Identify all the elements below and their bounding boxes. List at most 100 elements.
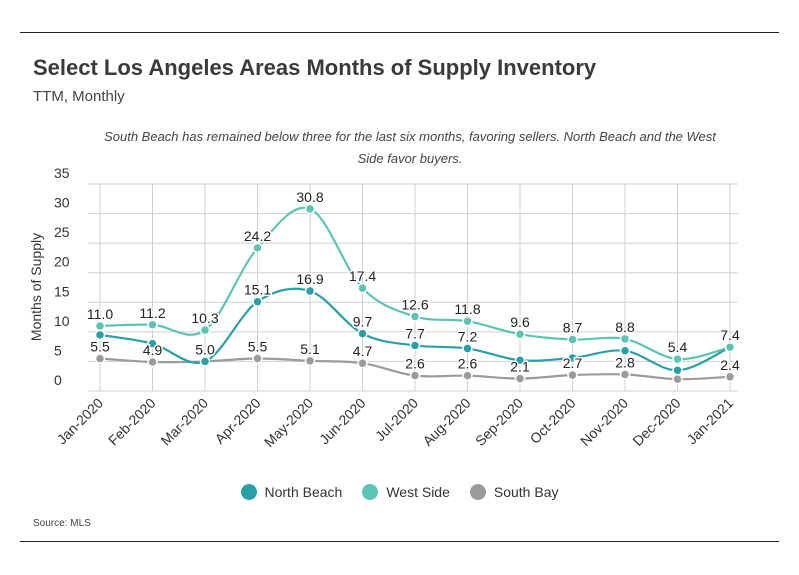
south-bay-point <box>357 357 368 369</box>
x-tick-label: Jan-2020 <box>54 395 107 448</box>
x-tick-label: May-2020 <box>261 395 316 450</box>
west-side-point <box>619 333 631 345</box>
south-bay-point <box>672 373 683 385</box>
west-side-data-label: 11.2 <box>139 305 165 321</box>
north-beach-data-label: 9.7 <box>353 314 373 330</box>
legend-label-west-side: West Side <box>386 484 450 500</box>
west-side-data-label: 9.6 <box>510 314 530 330</box>
x-tick-label: Jan-2021 <box>684 395 737 448</box>
legend-label-south-bay: South Bay <box>493 484 559 500</box>
north-beach-point <box>147 338 158 349</box>
south-bay-data-label: 2.4 <box>720 357 740 373</box>
south-bay-data-label: 5.1 <box>300 341 320 357</box>
west-side-point <box>252 242 263 254</box>
north-beach-point <box>514 354 526 366</box>
north-beach-point <box>409 340 421 351</box>
west-side-data-label: 30.8 <box>296 189 323 205</box>
source-note: Source: MLS <box>33 518 91 529</box>
south-bay-data-label: 5.5 <box>248 338 268 354</box>
west-side-swatch <box>362 484 379 500</box>
north-beach-swatch <box>240 484 257 500</box>
west-side-point <box>514 328 526 340</box>
south-bay-data-label: 2.7 <box>563 355 583 371</box>
north-beach-data-label: 7.7 <box>405 325 425 341</box>
chart-subtitle: TTM, Monthly <box>33 88 125 105</box>
y-tick-label: 30 <box>54 195 70 211</box>
y-tick-label: 15 <box>54 283 70 299</box>
legend-item-west-side[interactable]: West Side <box>362 484 450 500</box>
x-tick-label: Mar-2020 <box>157 395 211 449</box>
north-beach-point <box>672 365 683 376</box>
south-bay-data-label: 2.6 <box>458 356 478 372</box>
x-tick-label: Sep-2020 <box>472 395 526 449</box>
south-bay-point <box>252 353 263 364</box>
north-beach-point <box>462 343 473 354</box>
west-side-data-label: 24.2 <box>244 228 271 244</box>
south-bay-data-label: 2.6 <box>405 356 425 372</box>
west-side-data-label: 7.4 <box>720 327 740 343</box>
x-tick-label: Apr-2020 <box>212 395 264 447</box>
x-tick-label: Nov-2020 <box>577 395 631 449</box>
west-side-data-label: 11.8 <box>454 301 480 317</box>
x-tick-label: Jul-2020 <box>372 395 421 444</box>
south-bay-point <box>619 369 631 380</box>
south-bay-point <box>567 369 578 381</box>
south-bay-point <box>304 355 316 367</box>
y-tick-label: 5 <box>54 342 62 358</box>
y-tick-label: 25 <box>54 224 70 240</box>
south-bay-data-label: 4.7 <box>353 343 373 359</box>
north-beach-data-label: 16.9 <box>296 271 323 287</box>
legend-item-south-bay[interactable]: South Bay <box>469 484 559 500</box>
north-beach-point <box>357 328 368 339</box>
west-side-data-label: 11.0 <box>87 306 113 322</box>
north-beach-point <box>619 345 631 357</box>
west-side-point <box>672 353 683 365</box>
west-side-data-label: 17.4 <box>349 268 376 284</box>
x-tick-label: Aug-2020 <box>419 395 473 449</box>
legend-item-north-beach[interactable]: North Beach <box>240 484 343 500</box>
west-side-point <box>567 334 578 345</box>
x-tick-label: Feb-2020 <box>105 395 159 449</box>
south-bay-data-label: 5.0 <box>195 341 215 357</box>
y-tick-label: 35 <box>54 165 70 181</box>
west-side-point <box>304 203 316 215</box>
south-bay-point <box>514 373 526 384</box>
north-beach-data-label: 7.2 <box>458 328 478 344</box>
y-axis-label: Months of Supply <box>28 233 44 341</box>
chart-annotation: South Beach has remained below three for… <box>104 129 716 166</box>
north-beach-point <box>304 285 316 297</box>
north-beach-point <box>252 296 263 307</box>
x-tick-label: Jun-2020 <box>316 395 369 448</box>
x-tick-label: Dec-2020 <box>629 395 683 449</box>
x-tick-label: Oct-2020 <box>527 395 579 447</box>
west-side-data-label: 8.7 <box>563 320 583 336</box>
south-bay-point <box>462 370 473 381</box>
legend-label-north-beach: North Beach <box>264 484 343 500</box>
south-bay-data-label: 2.1 <box>510 359 530 375</box>
top-rule <box>20 32 779 33</box>
y-tick-label: 10 <box>54 313 70 329</box>
west-side-point <box>199 324 211 336</box>
west-side-data-label: 12.6 <box>401 296 428 312</box>
chart-legend: North Beach West Side South Bay <box>0 484 799 500</box>
west-side-data-label: 8.8 <box>615 319 635 335</box>
south-bay-data-label: 4.9 <box>143 342 163 358</box>
north-beach-point <box>199 356 211 367</box>
west-side-point <box>357 282 368 294</box>
west-side-point <box>94 320 106 332</box>
south-bay-swatch <box>469 484 486 500</box>
south-bay-point <box>409 370 421 381</box>
y-tick-label: 0 <box>54 372 62 388</box>
south-bay-point <box>724 371 736 383</box>
north-beach-point <box>567 352 578 364</box>
chart-title: Select Los Angeles Areas Months of Suppl… <box>33 55 597 80</box>
north-beach-data-label: 15.1 <box>244 282 271 298</box>
west-side-point <box>147 319 158 331</box>
south-bay-data-label: 2.8 <box>615 354 635 370</box>
west-side-point <box>409 311 421 322</box>
y-tick-label: 20 <box>54 254 70 270</box>
west-side-data-label: 10.3 <box>191 310 218 326</box>
south-bay-point <box>147 356 158 368</box>
south-bay-point <box>94 353 106 364</box>
